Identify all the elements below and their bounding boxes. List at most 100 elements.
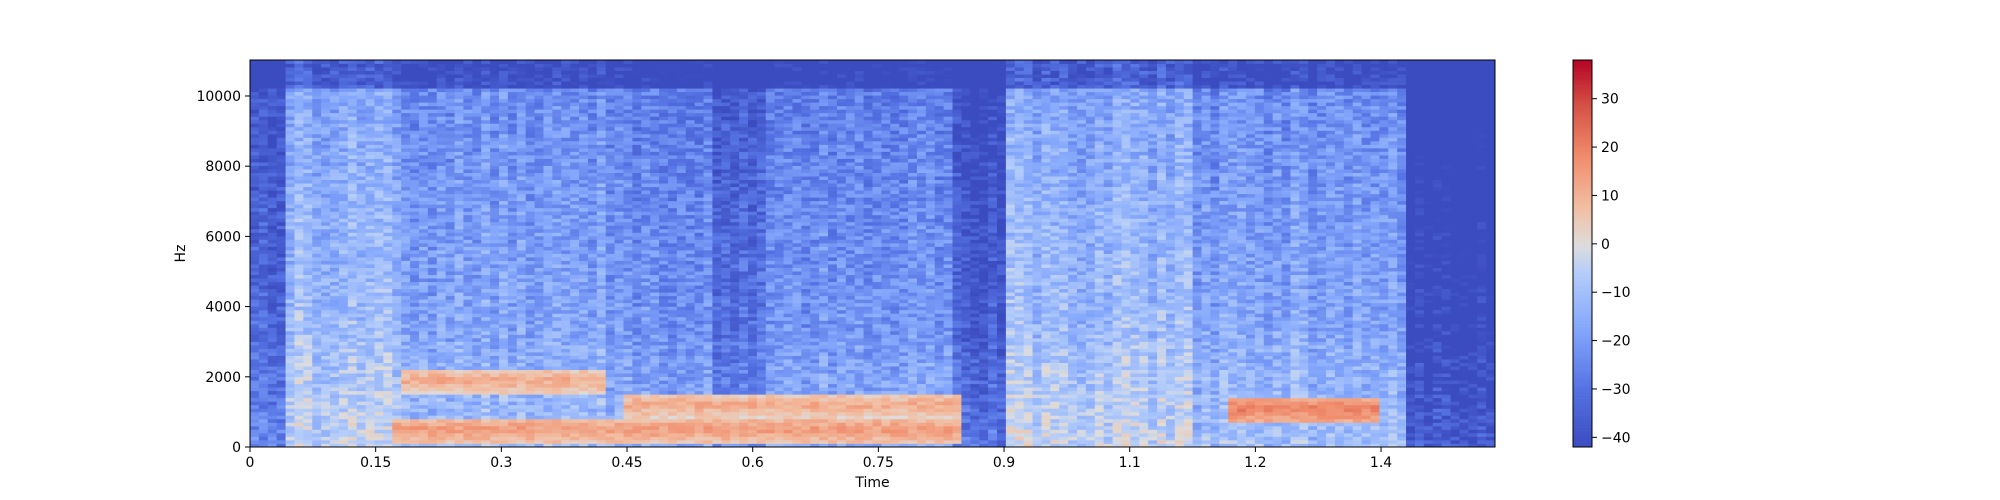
- spectrogram-cell: [614, 330, 624, 335]
- spectrogram-cell: [294, 133, 304, 138]
- spectrogram-cell: [561, 306, 571, 311]
- spectrogram-cell: [410, 137, 420, 142]
- spectrogram-cell: [374, 98, 384, 103]
- spectrogram-cell: [365, 207, 375, 212]
- spectrogram-cell: [374, 133, 384, 138]
- spectrogram-cell: [463, 415, 473, 420]
- spectrogram-cell: [596, 176, 607, 181]
- spectrogram-cell: [321, 390, 331, 395]
- spectrogram-cell: [534, 147, 544, 152]
- spectrogram-cell: [579, 397, 589, 402]
- spectrogram-cell: [374, 352, 384, 356]
- spectrogram-cell: [641, 404, 651, 409]
- spectrogram-cell: [285, 165, 295, 170]
- spectrogram-cell: [570, 95, 580, 100]
- spectrogram-cell: [605, 401, 615, 406]
- spectrogram-cell: [321, 337, 331, 342]
- spectrogram-cell: [445, 176, 455, 181]
- spectrogram-cell: [410, 102, 420, 107]
- spectrogram-cell: [356, 137, 366, 142]
- spectrogram-cell: [499, 221, 509, 226]
- spectrogram-cell: [285, 176, 295, 181]
- spectrogram-cell: [383, 165, 393, 170]
- spectrogram-cell: [587, 387, 598, 392]
- spectrogram-cell: [445, 369, 455, 374]
- spectrogram-cell: [427, 84, 438, 89]
- spectrogram-cell: [641, 415, 651, 420]
- spectrogram-cell: [321, 88, 331, 93]
- spectrogram-cell: [436, 95, 447, 100]
- spectrogram-cell: [436, 418, 447, 423]
- spectrogram-cell: [623, 214, 633, 219]
- spectrogram-cell: [481, 112, 491, 117]
- spectrogram-cell: [267, 418, 278, 423]
- spectrogram-cell: [525, 183, 535, 188]
- spectrogram-cell: [463, 271, 473, 276]
- spectrogram-cell: [499, 352, 509, 356]
- spectrogram-cell: [596, 323, 607, 328]
- spectrogram-cell: [579, 285, 589, 290]
- spectrogram-cell: [490, 373, 500, 378]
- spectrogram-cell: [463, 348, 473, 353]
- spectrogram-cell: [365, 232, 375, 237]
- spectrogram-cell: [258, 77, 269, 82]
- spectrogram-cell: [312, 67, 322, 71]
- spectrogram-cell: [267, 341, 278, 346]
- spectrogram-cell: [507, 267, 518, 272]
- spectrogram-cell: [374, 334, 384, 339]
- spectrogram-cell: [614, 295, 624, 300]
- spectrogram-cell: [507, 193, 518, 198]
- spectrogram-cell: [427, 70, 438, 75]
- spectrogram-cell: [552, 242, 562, 247]
- spectrogram-cell: [632, 98, 642, 103]
- spectrogram-cell: [499, 394, 509, 399]
- spectrogram-cell: [543, 327, 553, 332]
- spectrogram-cell: [472, 341, 482, 346]
- spectrogram-cell: [587, 197, 598, 202]
- spectrogram-cell: [294, 274, 304, 279]
- spectrogram-cell: [445, 313, 455, 318]
- spectrogram-cell: [463, 88, 473, 93]
- spectrogram-cell: [303, 221, 313, 226]
- spectrogram-cell: [347, 274, 358, 279]
- spectrogram-cell: [472, 422, 482, 427]
- spectrogram-cell: [410, 147, 420, 152]
- spectrogram-cell: [614, 348, 624, 353]
- spectrogram-cell: [347, 112, 358, 117]
- spectrogram-cell: [401, 246, 411, 251]
- spectrogram-cell: [392, 408, 402, 413]
- spectrogram-cell: [383, 341, 393, 346]
- spectrogram-cell: [632, 352, 642, 356]
- spectrogram-cell: [312, 299, 322, 304]
- spectrogram-cell: [410, 380, 420, 385]
- spectrogram-cell: [570, 359, 580, 363]
- spectrogram-cell: [587, 162, 598, 166]
- spectrogram-cell: [579, 162, 589, 166]
- spectrogram-cell: [561, 390, 571, 395]
- spectrogram-cell: [410, 81, 420, 86]
- spectrogram-cell: [650, 404, 660, 409]
- spectrogram-cell: [614, 288, 624, 293]
- spectrogram-cell: [543, 330, 553, 335]
- spectrogram-cell: [418, 176, 429, 181]
- spectrogram-cell: [392, 288, 402, 293]
- spectrogram-cell: [258, 179, 269, 184]
- spectrogram-cell: [579, 422, 589, 427]
- spectrogram-cell: [561, 172, 571, 177]
- spectrogram-cell: [303, 257, 313, 261]
- spectrogram-cell: [258, 292, 269, 297]
- spectrogram-cell: [383, 355, 393, 360]
- spectrogram-cell: [579, 352, 589, 356]
- spectrogram-cell: [650, 341, 660, 346]
- spectrogram-cell: [436, 102, 447, 107]
- spectrogram-cell: [543, 193, 553, 198]
- spectrogram-cell: [605, 274, 615, 279]
- spectrogram-cell: [472, 288, 482, 293]
- spectrogram-cell: [472, 260, 482, 265]
- spectrogram-cell: [525, 330, 535, 335]
- spectrogram-cell: [490, 408, 500, 413]
- spectrogram-cell: [410, 112, 420, 117]
- spectrogram-cell: [374, 102, 384, 107]
- spectrogram-cell: [614, 91, 624, 96]
- spectrogram-cell: [490, 242, 500, 247]
